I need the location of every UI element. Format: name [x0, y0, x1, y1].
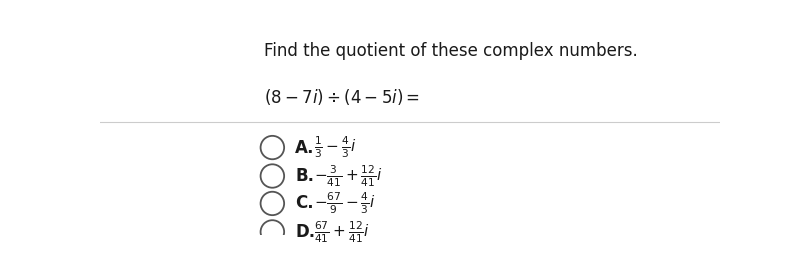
Text: Find the quotient of these complex numbers.: Find the quotient of these complex numbe…: [264, 42, 638, 60]
Text: B.: B.: [295, 167, 314, 185]
Text: A.: A.: [295, 139, 315, 157]
Text: $\frac{67}{41} + \frac{12}{41}i$: $\frac{67}{41} + \frac{12}{41}i$: [314, 219, 370, 245]
Text: $\frac{1}{3} - \frac{4}{3}i$: $\frac{1}{3} - \frac{4}{3}i$: [314, 135, 356, 160]
Text: $-\frac{67}{9} - \frac{4}{3}i$: $-\frac{67}{9} - \frac{4}{3}i$: [314, 191, 376, 216]
Text: $-\frac{3}{41} + \frac{12}{41}i$: $-\frac{3}{41} + \frac{12}{41}i$: [314, 163, 382, 189]
Text: $(8 - 7i) \div (4 - 5i) =$: $(8 - 7i) \div (4 - 5i) =$: [264, 87, 420, 107]
Text: D.: D.: [295, 223, 315, 241]
Text: C.: C.: [295, 195, 314, 213]
